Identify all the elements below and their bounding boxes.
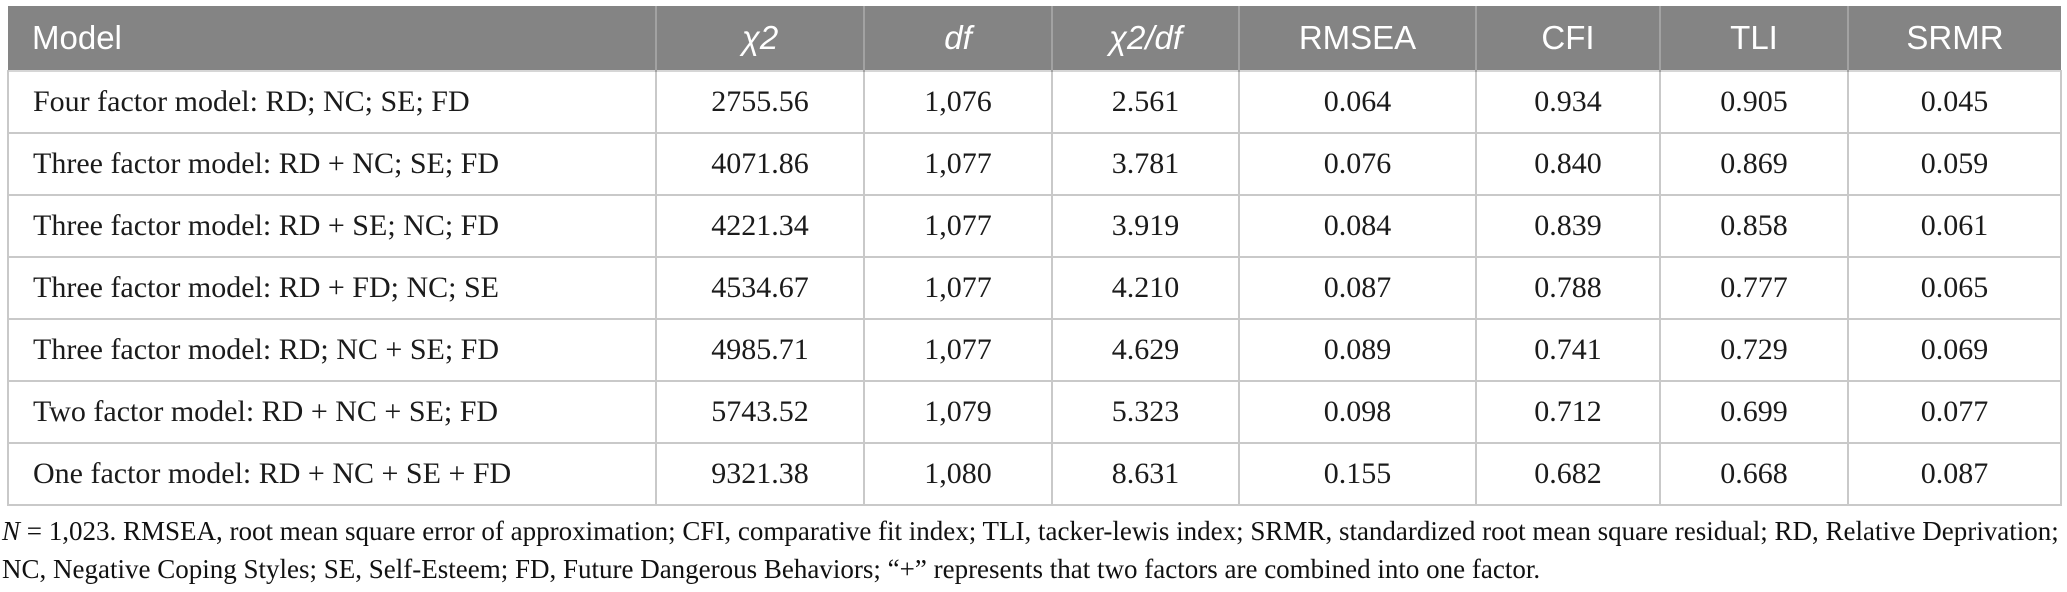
- rmsea-cell: 0.155: [1238, 442, 1477, 506]
- chi2-cell: 5743.52: [655, 380, 865, 444]
- chi2-df-cell: 5.323: [1051, 380, 1240, 444]
- footnote-line1-text: = 1,023. RMSEA, root mean square error o…: [20, 516, 2059, 546]
- table-row: Four factor model: RD; NC; SE; FD 2755.5…: [7, 70, 2062, 134]
- cfi-cell: 0.934: [1475, 70, 1661, 134]
- model-cell: Three factor model: RD; NC + SE; FD: [7, 318, 657, 382]
- df-cell: 1,079: [863, 380, 1053, 444]
- chi2-cell: 4221.34: [655, 194, 865, 258]
- cfi-cell: 0.839: [1475, 194, 1661, 258]
- model-cell: Three factor model: RD + FD; NC; SE: [7, 256, 657, 320]
- cfi-cell: 0.840: [1475, 132, 1661, 196]
- model-cell: One factor model: RD + NC + SE + FD: [7, 442, 657, 506]
- column-header-chi2: χ2: [655, 6, 864, 71]
- column-header-srmr: SRMR: [1847, 6, 2061, 71]
- tli-cell: 0.777: [1659, 256, 1849, 320]
- rmsea-cell: 0.098: [1238, 380, 1477, 444]
- tli-cell: 0.869: [1659, 132, 1849, 196]
- srmr-cell: 0.059: [1847, 132, 2062, 196]
- model-cell: Two factor model: RD + NC + SE; FD: [7, 380, 657, 444]
- tli-cell: 0.858: [1659, 194, 1849, 258]
- srmr-cell: 0.065: [1847, 256, 2062, 320]
- rmsea-cell: 0.089: [1238, 318, 1477, 382]
- tli-cell: 0.729: [1659, 318, 1849, 382]
- table-row: Two factor model: RD + NC + SE; FD 5743.…: [7, 380, 2062, 444]
- model-cell: Four factor model: RD; NC; SE; FD: [7, 70, 657, 134]
- tli-cell: 0.905: [1659, 70, 1849, 134]
- chi2-df-cell: 8.631: [1051, 442, 1240, 506]
- chi2-cell: 4985.71: [655, 318, 865, 382]
- table-footnote: N = 1,023. RMSEA, root mean square error…: [2, 512, 2062, 588]
- header-row: Model χ2 df χ2/df RMSEA CFI TLI SRMR: [8, 6, 2061, 71]
- rmsea-cell: 0.064: [1238, 70, 1477, 134]
- df-cell: 1,080: [863, 442, 1053, 506]
- table-row: Three factor model: RD + FD; NC; SE 4534…: [7, 256, 2062, 320]
- chi2-df-cell: 3.919: [1051, 194, 1240, 258]
- chi2-cell: 4534.67: [655, 256, 865, 320]
- df-cell: 1,076: [863, 70, 1053, 134]
- srmr-cell: 0.087: [1847, 442, 2062, 506]
- footnote-n-symbol: N: [2, 516, 21, 546]
- column-header-chi2-df: χ2/df: [1051, 6, 1239, 71]
- chi2-df-cell: 4.629: [1051, 318, 1240, 382]
- column-header-model: Model: [8, 6, 656, 71]
- column-header-cfi: CFI: [1475, 6, 1660, 71]
- chi2-cell: 9321.38: [655, 442, 865, 506]
- srmr-cell: 0.069: [1847, 318, 2062, 382]
- cfi-cell: 0.741: [1475, 318, 1661, 382]
- df-cell: 1,077: [863, 318, 1053, 382]
- srmr-cell: 0.045: [1847, 70, 2062, 134]
- table-row: Three factor model: RD + NC; SE; FD 4071…: [7, 132, 2062, 196]
- cfi-cell: 0.712: [1475, 380, 1661, 444]
- column-header-rmsea: RMSEA: [1238, 6, 1476, 71]
- model-fit-table: Model χ2 df χ2/df RMSEA CFI TLI SRMR Fou…: [7, 6, 2062, 506]
- rmsea-cell: 0.076: [1238, 132, 1477, 196]
- column-header-df: df: [863, 6, 1052, 71]
- chi2-df-cell: 2.561: [1051, 70, 1240, 134]
- model-cell: Three factor model: RD + NC; SE; FD: [7, 132, 657, 196]
- chi2-df-cell: 4.210: [1051, 256, 1240, 320]
- srmr-cell: 0.077: [1847, 380, 2062, 444]
- rmsea-cell: 0.084: [1238, 194, 1477, 258]
- df-cell: 1,077: [863, 256, 1053, 320]
- cfi-cell: 0.682: [1475, 442, 1661, 506]
- df-cell: 1,077: [863, 194, 1053, 258]
- tli-cell: 0.668: [1659, 442, 1849, 506]
- rmsea-cell: 0.087: [1238, 256, 1477, 320]
- chi2-cell: 4071.86: [655, 132, 865, 196]
- chi2-cell: 2755.56: [655, 70, 865, 134]
- model-cell: Three factor model: RD + SE; NC; FD: [7, 194, 657, 258]
- table-row: Three factor model: RD; NC + SE; FD 4985…: [7, 318, 2062, 382]
- table-row: One factor model: RD + NC + SE + FD 9321…: [7, 442, 2062, 506]
- table-row: Three factor model: RD + SE; NC; FD 4221…: [7, 194, 2062, 258]
- srmr-cell: 0.061: [1847, 194, 2062, 258]
- chi2-df-cell: 3.781: [1051, 132, 1240, 196]
- model-fit-table-container: Model χ2 df χ2/df RMSEA CFI TLI SRMR Fou…: [7, 6, 2062, 506]
- footnote-line2-text: NC, Negative Coping Styles; SE, Self-Est…: [2, 554, 1541, 584]
- cfi-cell: 0.788: [1475, 256, 1661, 320]
- tli-cell: 0.699: [1659, 380, 1849, 444]
- df-cell: 1,077: [863, 132, 1053, 196]
- column-header-tli: TLI: [1659, 6, 1848, 71]
